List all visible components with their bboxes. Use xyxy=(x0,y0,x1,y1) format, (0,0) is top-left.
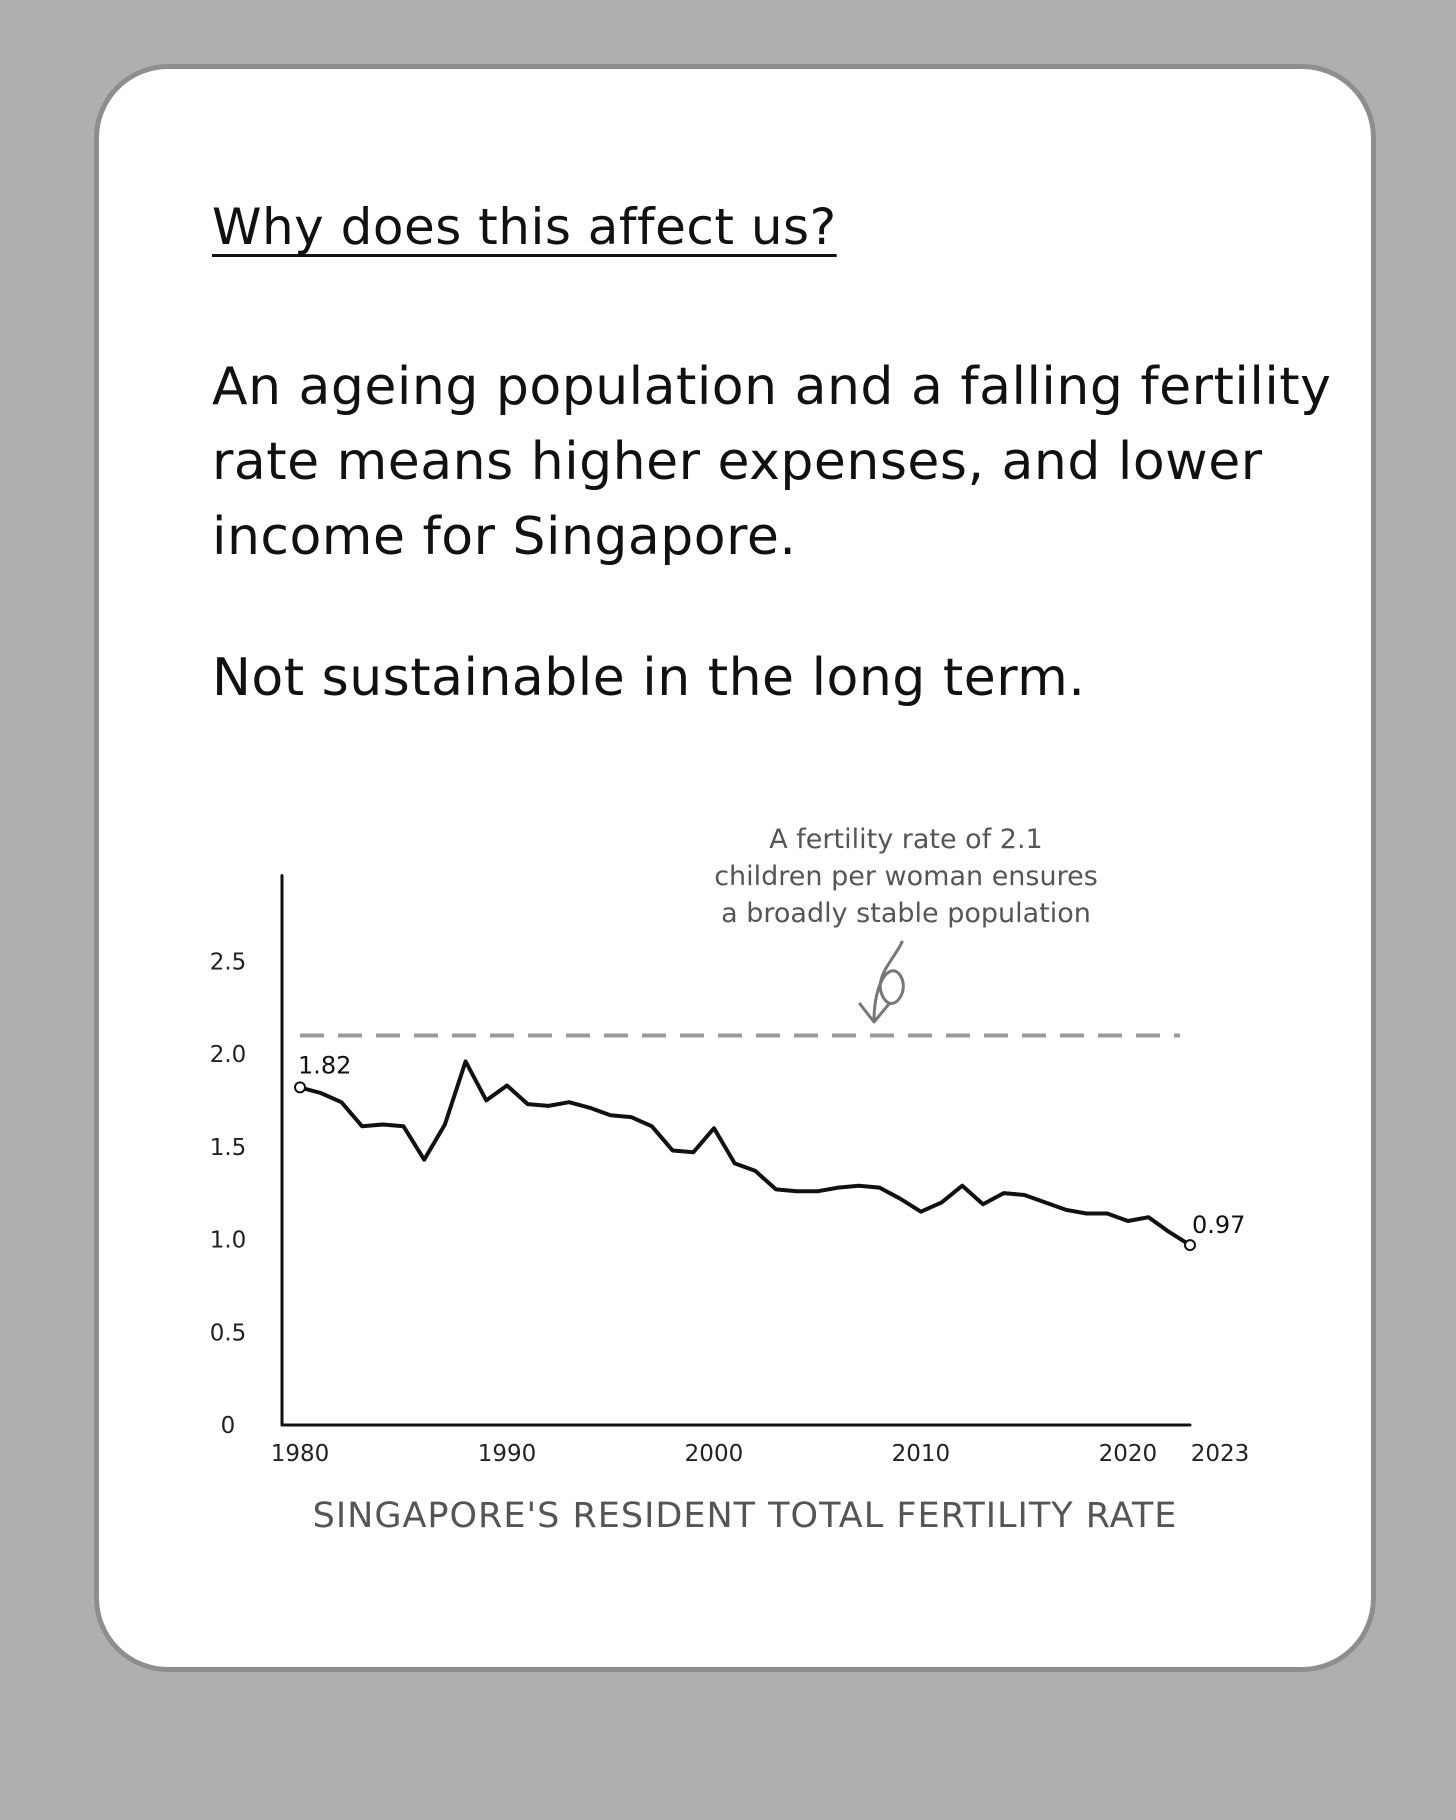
page-heading: Why does this affect us? xyxy=(212,198,837,256)
series-group xyxy=(298,1059,1192,1248)
y-tick-label: 2.0 xyxy=(210,1042,247,1068)
annotation-arrow-head xyxy=(858,1002,891,1024)
y-tick-label: 2.5 xyxy=(210,949,247,975)
content-card xyxy=(94,64,1376,1672)
annotation-arrow-curl xyxy=(872,940,905,1020)
point-labels: 1.82 0.97 xyxy=(294,1051,1245,1252)
point-value-label: 0.97 xyxy=(1192,1211,1245,1239)
reference-annotation-line: A fertility rate of 2.1 xyxy=(769,824,1042,855)
x-tick-label: 1990 xyxy=(478,1441,537,1467)
point-value-label: 1.82 xyxy=(298,1051,351,1079)
reference-group: A fertility rate of 2.1 children per woma… xyxy=(300,824,1180,1038)
series-line xyxy=(298,1059,1192,1248)
y-tick-label: 0.5 xyxy=(210,1320,247,1346)
y-tick-label: 0 xyxy=(221,1413,236,1439)
chart-title: SINGAPORE'S RESIDENT TOTAL FERTILITY RAT… xyxy=(313,1496,1178,1536)
x-tick-label: 2010 xyxy=(892,1441,951,1467)
point-marker xyxy=(1184,1239,1196,1252)
x-tick-label: 2023 xyxy=(1191,1441,1250,1467)
reference-annotation-line: children per woman ensures xyxy=(714,861,1098,892)
x-tick-labels: 1980 1990 2000 2010 2020 2023 xyxy=(271,1441,1250,1467)
y-tick-label: 1.5 xyxy=(210,1135,247,1161)
x-tick-label: 2020 xyxy=(1099,1441,1158,1467)
body-paragraph: An ageing population and a falling ferti… xyxy=(212,357,1332,567)
chart-axes xyxy=(280,874,1192,1427)
conclusion-text: Not sustainable in the long term. xyxy=(212,648,1086,708)
y-tick-labels: 0 0.5 1.0 1.5 2.0 2.5 xyxy=(210,949,247,1439)
x-tick-label: 2000 xyxy=(685,1441,744,1467)
point-marker xyxy=(294,1081,306,1094)
y-tick-label: 1.0 xyxy=(210,1228,247,1254)
x-tick-label: 1980 xyxy=(271,1441,330,1467)
reference-annotation-line: a broadly stable population xyxy=(721,898,1091,929)
